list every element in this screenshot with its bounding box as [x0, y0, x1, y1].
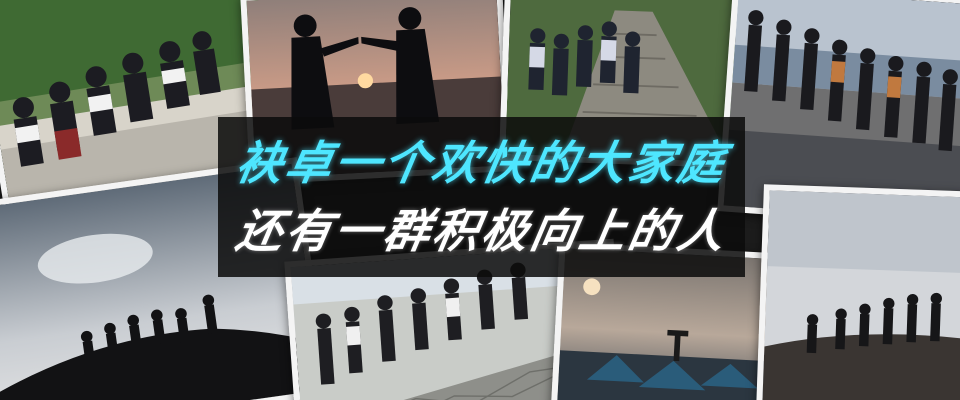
photo-tents-at-dusk [550, 241, 800, 400]
headline-family: 袂卓一个欢快的大家庭 [231, 136, 732, 190]
text-banner: 袂卓一个欢快的大家庭 还有一群积极向上的人 [218, 117, 745, 277]
photo-group-pointing [284, 238, 626, 400]
headline-people: 还有一群积极向上的人 [231, 204, 732, 258]
photo-group-on-wall [0, 0, 296, 242]
photo-hill-silhouettes-right [756, 184, 960, 400]
